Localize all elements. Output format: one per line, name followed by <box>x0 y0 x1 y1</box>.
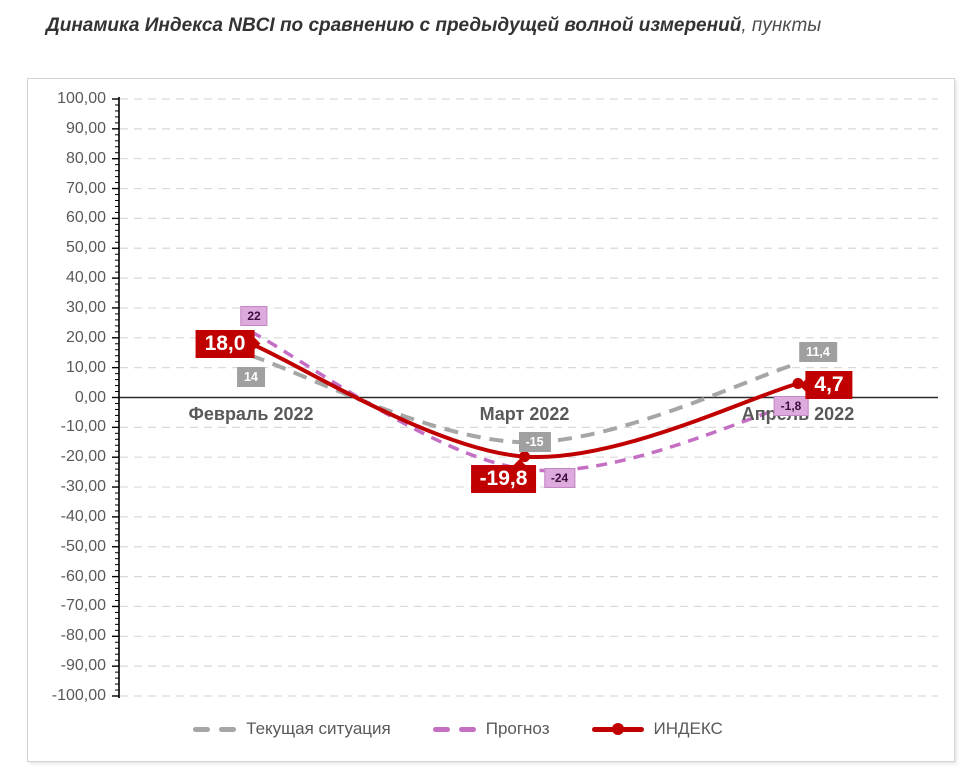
legend-item-forecast: Прогноз <box>432 719 550 739</box>
legend-swatch-current <box>193 726 237 732</box>
x-axis-label-1: Март 2022 <box>479 403 570 424</box>
data-label-index-2: 4,7 <box>799 371 853 400</box>
legend: Текущая ситуация Прогноз ИНДЕКС <box>0 719 922 739</box>
data-label-current-1: -15 <box>518 432 551 453</box>
y-axis-tick-label: -90,00 <box>60 657 106 675</box>
y-axis-tick-label: 50,00 <box>65 239 106 257</box>
data-label-index-0: 18,0 <box>195 329 261 358</box>
legend-item-current: Текущая ситуация <box>193 719 391 739</box>
legend-item-index: ИНДЕКС <box>591 719 723 739</box>
y-axis-tick-label: 10,00 <box>65 358 106 376</box>
legend-dash <box>193 726 211 732</box>
legend-swatch-index <box>591 723 644 735</box>
legend-swatch-forecast <box>432 726 476 732</box>
series-line-current <box>250 353 799 445</box>
y-axis-tick-label: -30,00 <box>60 478 106 496</box>
y-axis-tick-label: 20,00 <box>65 328 106 346</box>
y-axis-tick-label: 100,00 <box>57 90 106 107</box>
legend-line <box>591 723 644 735</box>
legend-dash <box>432 726 450 732</box>
data-label-forecast-1: -24 <box>543 468 576 489</box>
chart-title: Динамика Индекса NBCI по сравнению с пре… <box>46 14 821 38</box>
y-axis-tick-label: -50,00 <box>60 537 106 555</box>
y-axis-tick-label: 60,00 <box>65 209 106 227</box>
chart-area: 100,00 90,00 80,00 70,00 60,00 50,00 40,00 30,0… <box>27 78 955 762</box>
y-axis-tick-label: 0,00 <box>74 388 106 406</box>
y-axis-tick-label: -70,00 <box>60 597 106 615</box>
y-axis-tick-label: -20,00 <box>60 448 106 466</box>
legend-label-current: Текущая ситуация <box>246 719 391 738</box>
legend-dash <box>458 726 476 732</box>
legend-marker-dot <box>611 723 624 735</box>
y-axis-tick-label: 30,00 <box>65 298 106 316</box>
y-axis-tick-label: 70,00 <box>65 179 106 197</box>
y-axis-tick-label: 90,00 <box>65 119 106 137</box>
y-axis-tick-label: 40,00 <box>65 269 106 287</box>
chart-title-suffix: , пункты <box>741 15 822 36</box>
y-axis-tick-label: -60,00 <box>60 567 106 585</box>
data-label-forecast-2: -1,8 <box>773 395 809 416</box>
chart-title-main: Динамика Индекса NBCI по сравнению с пре… <box>46 15 742 36</box>
y-axis-tick-label: -40,00 <box>60 507 106 525</box>
data-label-current-2: 11,4 <box>799 342 837 363</box>
y-axis-tick-label: -10,00 <box>60 418 106 436</box>
legend-label-forecast: Прогноз <box>485 719 550 738</box>
x-axis-label-0: Февраль 2022 <box>188 403 314 424</box>
legend-dash <box>219 726 237 732</box>
y-axis-tick-label: -100,00 <box>51 687 106 704</box>
data-label-current-0: 14 <box>237 366 265 387</box>
y-axis-tick-label: 80,00 <box>65 149 106 167</box>
data-label-index-1: -19,8 <box>470 458 537 493</box>
series-marker-index-1 <box>519 451 530 463</box>
legend-label-index: ИНДЕКС <box>653 719 723 738</box>
data-label-forecast-0: 22 <box>240 305 268 326</box>
y-axis-tick-label: -80,00 <box>60 627 106 645</box>
